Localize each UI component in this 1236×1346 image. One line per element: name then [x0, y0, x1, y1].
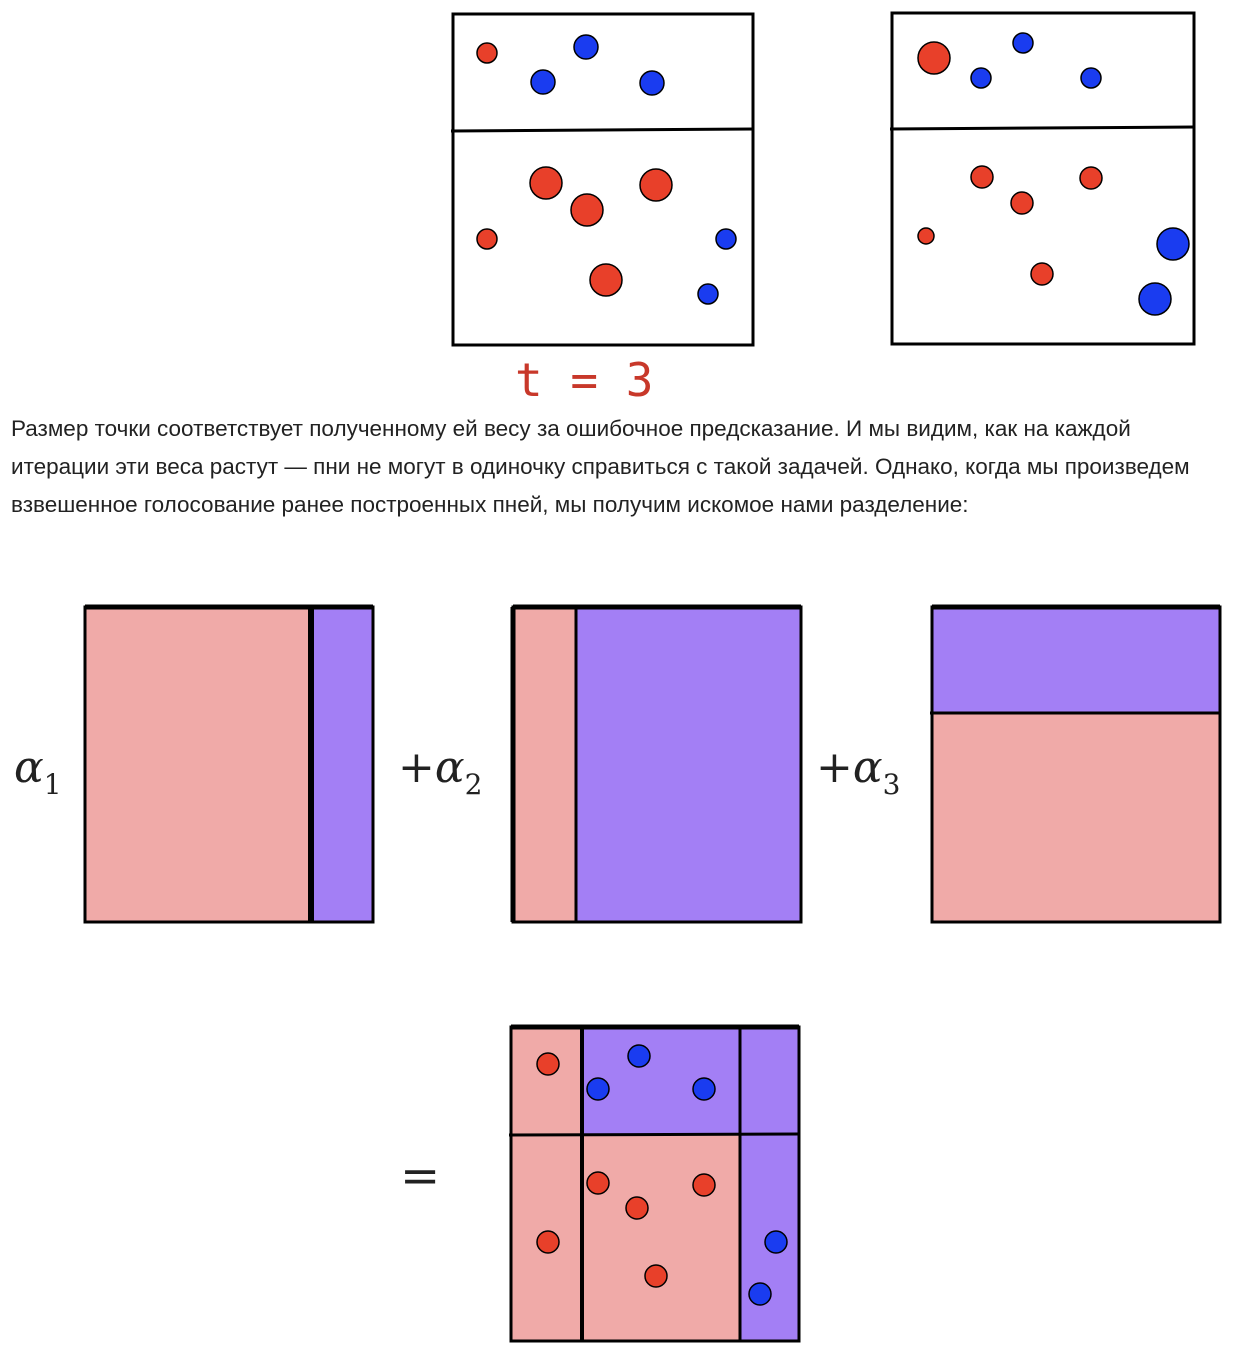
blue-point [1138, 282, 1172, 316]
red-point [692, 1173, 716, 1197]
red-point [917, 41, 951, 75]
blue-point [586, 1077, 610, 1101]
blue-point [970, 67, 992, 89]
red-point [970, 165, 994, 189]
blue-point [1156, 227, 1190, 261]
red-point [476, 228, 498, 250]
blue-point [764, 1230, 788, 1254]
red-point [644, 1264, 668, 1288]
plus-alpha-3-label: +α3 [816, 742, 901, 801]
blue-point [573, 34, 599, 60]
blue-point [530, 69, 556, 95]
blue-point [692, 1077, 716, 1101]
blue-point [627, 1044, 651, 1068]
blue-point [697, 283, 719, 305]
red-point [625, 1196, 649, 1220]
stump-panel-left [450, 12, 755, 347]
red-point [917, 227, 935, 245]
red-point [639, 168, 673, 202]
red-point [476, 42, 498, 64]
red-point [1010, 191, 1034, 215]
points [476, 34, 737, 305]
red-point [529, 166, 563, 200]
split-line [889, 125, 1196, 131]
blue-point [1012, 32, 1034, 54]
stump-1-regions [83, 604, 375, 924]
stump-panels-figure [450, 11, 1196, 347]
red-point [1079, 166, 1103, 190]
red-point [589, 263, 623, 297]
description-paragraph: Размер точки соответствует полученному е… [11, 416, 1190, 517]
split-line [450, 127, 755, 133]
points [536, 1044, 788, 1306]
points [917, 32, 1190, 316]
stump-2-regions [510, 604, 803, 924]
red-point [586, 1171, 610, 1195]
blue-point [715, 228, 737, 250]
alpha-1-label: α1 [14, 742, 62, 801]
blue-point [1080, 67, 1102, 89]
red-point [570, 193, 604, 227]
stump-3-regions [930, 604, 1222, 924]
combined-classifier [508, 1024, 801, 1343]
plus-alpha-2-label: +α2 [398, 742, 483, 801]
red-point [1030, 262, 1054, 286]
blue-point [639, 70, 665, 96]
red-point [536, 1052, 560, 1076]
stump-panel-right [889, 11, 1196, 346]
equals-sign: = [400, 1148, 441, 1204]
blue-point [748, 1282, 772, 1306]
red-point [536, 1230, 560, 1254]
iteration-label: t = 3 [515, 353, 654, 407]
